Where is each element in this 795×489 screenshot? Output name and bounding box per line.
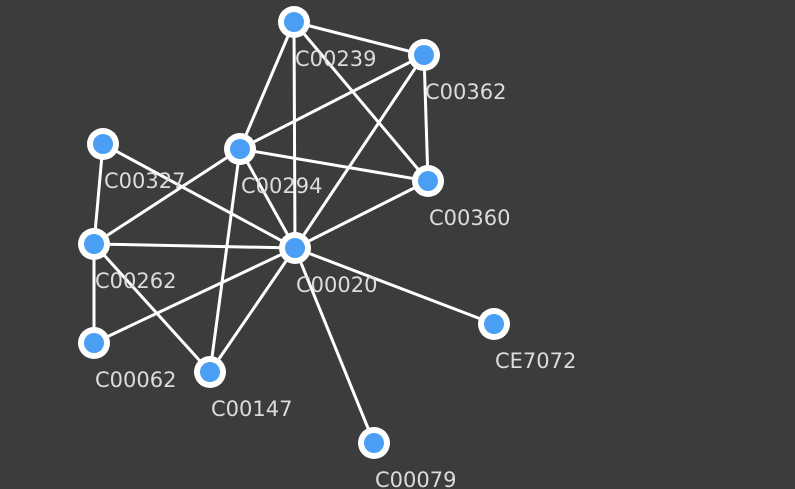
edge-C00360-C00020 bbox=[294, 179, 429, 250]
node-C00327[interactable]: C00327 bbox=[87, 128, 185, 193]
node-fill bbox=[364, 433, 384, 453]
node-label: C00062 bbox=[95, 368, 176, 392]
edge-C00294-C00360 bbox=[239, 147, 429, 183]
node-C00360[interactable]: C00360 bbox=[412, 165, 510, 230]
node-label: C00079 bbox=[375, 468, 456, 489]
node-C00079[interactable]: C00079 bbox=[358, 427, 456, 489]
edge-C00294-C00147 bbox=[208, 148, 242, 373]
node-C00062[interactable]: C00062 bbox=[78, 327, 176, 392]
node-CE7072[interactable]: CE7072 bbox=[478, 308, 576, 373]
node-fill bbox=[84, 333, 104, 353]
node-label: C00360 bbox=[429, 206, 510, 230]
edge-C00020-C00062 bbox=[93, 246, 296, 345]
node-fill bbox=[200, 362, 220, 382]
node-C00020[interactable]: C00020 bbox=[279, 232, 377, 297]
node-fill bbox=[285, 238, 305, 258]
edge-C00239-C00020 bbox=[292, 21, 297, 249]
edge-C00362-C00294 bbox=[239, 53, 425, 151]
edge-C00327-C00020 bbox=[102, 142, 296, 250]
node-fill bbox=[230, 139, 250, 159]
node-label: CE7072 bbox=[495, 349, 576, 373]
node-label: C00262 bbox=[95, 269, 176, 293]
edge-C00020-C00079 bbox=[293, 247, 376, 444]
edge-C00262-C00020 bbox=[93, 242, 296, 250]
node-C00262[interactable]: C00262 bbox=[78, 228, 176, 293]
node-C00294[interactable]: C00294 bbox=[224, 133, 322, 198]
node-fill bbox=[418, 171, 438, 191]
node-fill bbox=[284, 12, 304, 32]
edge-C00362-C00020 bbox=[293, 54, 426, 249]
node-label: C00294 bbox=[241, 174, 322, 198]
node-label: C00020 bbox=[296, 273, 377, 297]
edge-C00294-C00262 bbox=[93, 147, 241, 246]
edge-C00239-C00294 bbox=[238, 21, 296, 150]
node-C00147[interactable]: C00147 bbox=[194, 356, 292, 421]
node-label: C00362 bbox=[425, 80, 506, 104]
node-label: C00147 bbox=[211, 397, 292, 421]
node-C00362[interactable]: C00362 bbox=[408, 39, 506, 104]
node-label: C00239 bbox=[295, 47, 376, 71]
node-fill bbox=[484, 314, 504, 334]
node-fill bbox=[93, 134, 113, 154]
edge-layer bbox=[92, 20, 495, 444]
node-layer: C00239 C00362 C00327 C00294 C00360 C00262 C000… bbox=[78, 6, 576, 489]
edge-C00020-C00147 bbox=[208, 247, 297, 373]
edge-C00262-C00147 bbox=[92, 242, 212, 374]
edge-C00239-C00362 bbox=[293, 20, 425, 57]
node-fill bbox=[414, 45, 434, 65]
node-C00239[interactable]: C00239 bbox=[278, 6, 376, 71]
edge-C00239-C00360 bbox=[292, 21, 430, 182]
edge-C00294-C00020 bbox=[238, 148, 297, 249]
edge-C00327-C00262 bbox=[92, 143, 105, 245]
node-label: C00327 bbox=[104, 169, 185, 193]
edge-C00020-CE7072 bbox=[294, 246, 495, 326]
node-fill bbox=[84, 234, 104, 254]
edge-C00362-C00360 bbox=[422, 54, 430, 182]
